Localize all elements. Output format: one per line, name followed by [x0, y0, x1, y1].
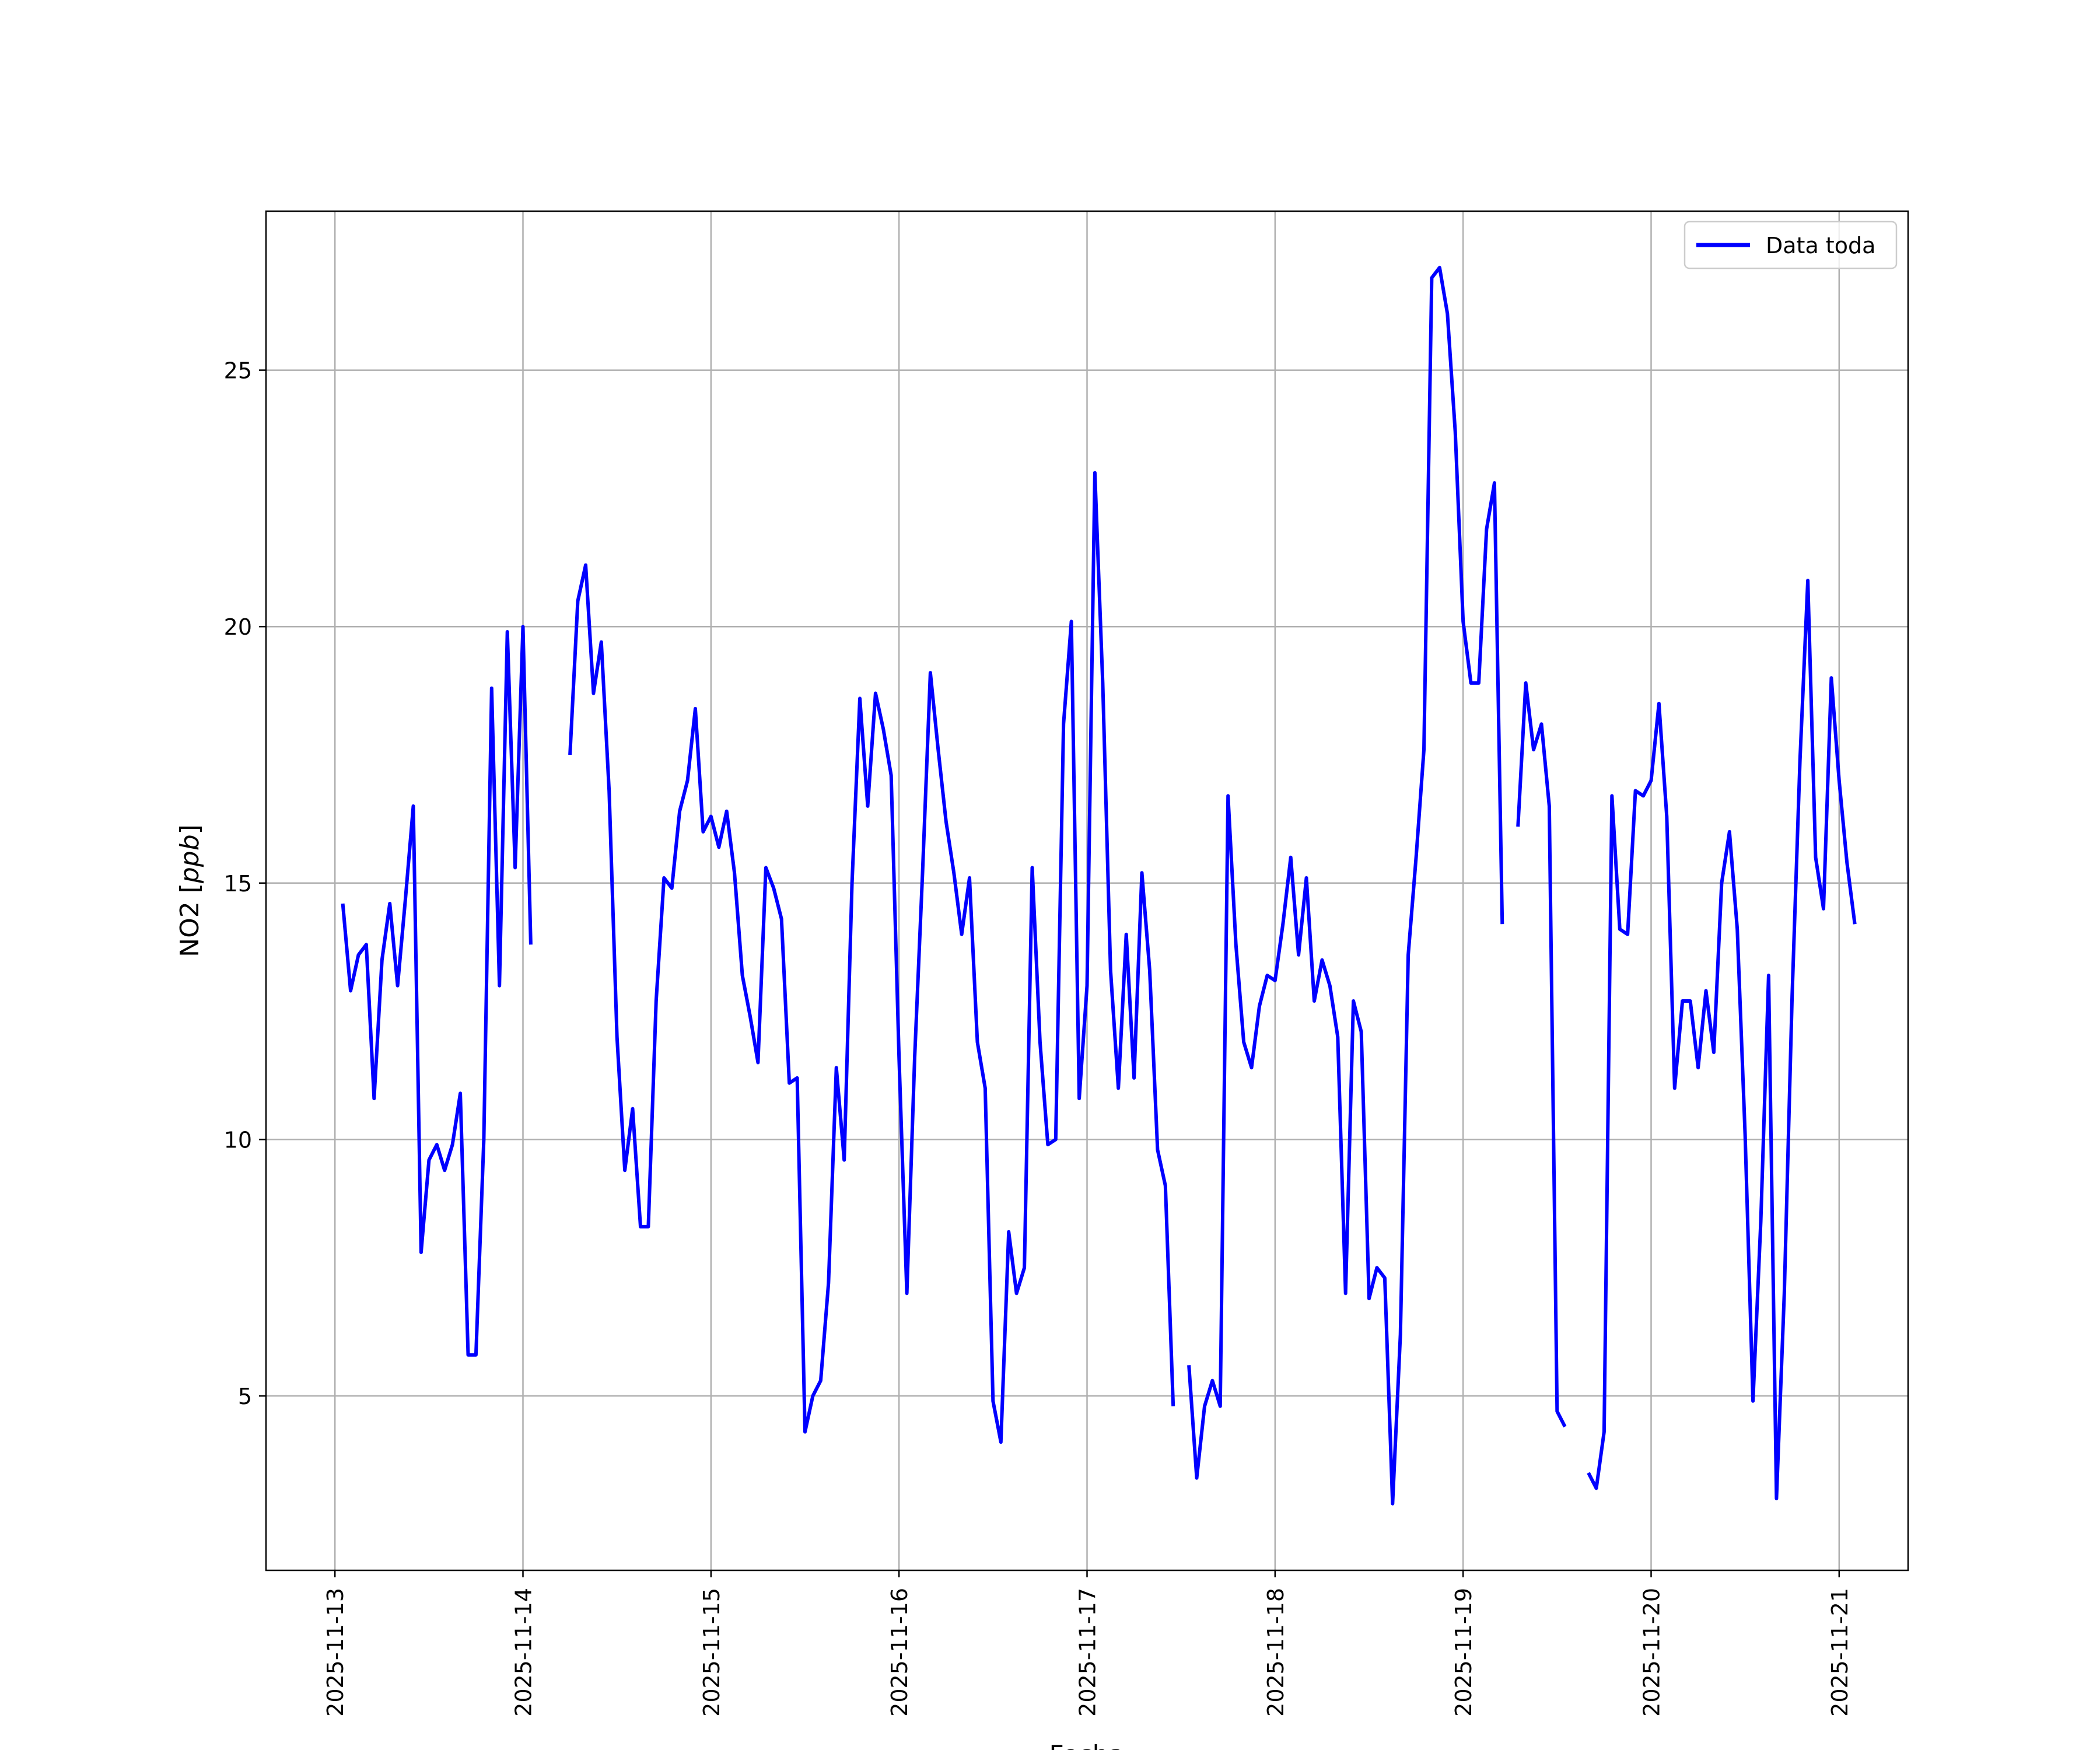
legend-box — [1684, 220, 1898, 270]
x-axis: 2025-11-13 2025-11-14 2025-11-15 2025-11-16… — [323, 1570, 1853, 1717]
y-axis-label-close: ] — [175, 824, 205, 834]
series-layer — [341, 265, 1857, 1506]
x-axis-label: Fecha — [1049, 1740, 1124, 1750]
series-line-data-toda — [1187, 265, 1504, 1506]
x-tick-label: 2025-11-19 — [1451, 1588, 1476, 1717]
y-axis-label: NO2 [ppb] — [175, 824, 205, 957]
series-line-data-toda — [341, 625, 533, 1357]
series-line-data-toda — [1516, 681, 1567, 1428]
x-tick-label: 2025-11-14 — [511, 1588, 537, 1717]
legend-label-data-toda: Data toda — [1766, 233, 1875, 258]
legend: Data toda — [1684, 220, 1898, 270]
x-tick-label: 2025-11-15 — [699, 1588, 724, 1717]
x-tick-label: 2025-11-17 — [1075, 1588, 1101, 1717]
y-tick-label: 15 — [224, 871, 252, 897]
y-tick-label: 25 — [224, 358, 252, 384]
y-axis-label-quantity: NO2 [ — [175, 883, 205, 957]
series-line-data-toda — [1587, 579, 1857, 1500]
y-tick-label: 20 — [224, 614, 252, 640]
x-tick-label: 2025-11-13 — [323, 1588, 348, 1717]
y-axis: 5 10 15 20 25 — [224, 358, 266, 1409]
y-axis-label-unit: ppb — [175, 834, 205, 884]
series-line-data-toda — [568, 471, 1175, 1444]
x-tick-label: 2025-11-18 — [1263, 1588, 1289, 1717]
x-tick-label: 2025-11-16 — [887, 1588, 912, 1717]
y-tick-label: 10 — [224, 1127, 252, 1153]
y-tick-label: 5 — [238, 1384, 252, 1409]
x-tick-label: 2025-11-21 — [1827, 1588, 1853, 1717]
x-tick-label: 2025-11-20 — [1639, 1588, 1664, 1717]
